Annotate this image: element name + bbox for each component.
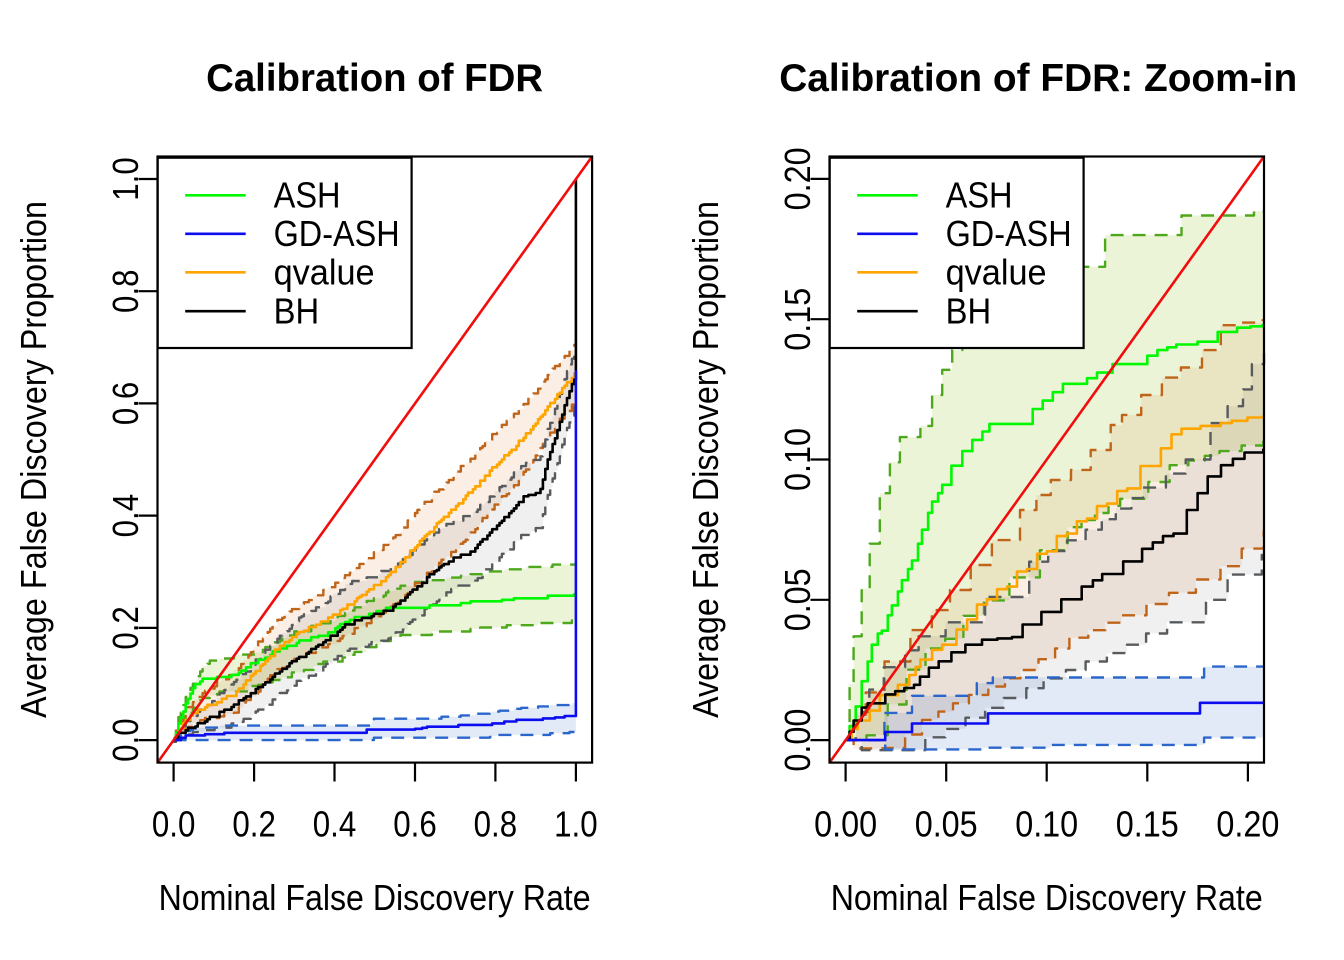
svg-text:0.4: 0.4: [105, 494, 146, 538]
svg-text:1.0: 1.0: [554, 803, 598, 844]
svg-text:GD-ASH: GD-ASH: [946, 213, 1072, 254]
svg-text:Calibration of FDR: Zoom-in: Calibration of FDR: Zoom-in: [779, 57, 1297, 100]
svg-text:Nominal False Discovery Rate: Nominal False Discovery Rate: [159, 877, 591, 918]
svg-text:0.20: 0.20: [777, 147, 818, 210]
svg-text:qvalue: qvalue: [274, 252, 375, 293]
svg-text:0.20: 0.20: [1216, 803, 1279, 844]
svg-text:ASH: ASH: [274, 175, 341, 216]
svg-text:0.15: 0.15: [777, 288, 818, 351]
svg-text:0.0: 0.0: [152, 803, 196, 844]
svg-text:0.8: 0.8: [105, 269, 146, 313]
svg-text:0.6: 0.6: [105, 382, 146, 426]
svg-text:Calibration of FDR: Calibration of FDR: [206, 57, 543, 100]
svg-text:0.2: 0.2: [232, 803, 276, 844]
svg-text:0.8: 0.8: [474, 803, 518, 844]
svg-text:Average False Discovery Propor: Average False Discovery Proportion: [13, 201, 54, 718]
svg-text:0.10: 0.10: [1015, 803, 1078, 844]
svg-text:0.10: 0.10: [777, 428, 818, 491]
svg-text:0.15: 0.15: [1116, 803, 1179, 844]
svg-text:0.2: 0.2: [105, 606, 146, 650]
svg-text:Nominal False Discovery Rate: Nominal False Discovery Rate: [831, 877, 1263, 918]
svg-text:ASH: ASH: [946, 175, 1013, 216]
svg-text:0.4: 0.4: [313, 803, 357, 844]
svg-text:qvalue: qvalue: [946, 252, 1047, 293]
svg-text:Average False Discovery Propor: Average False Discovery Proportion: [685, 201, 726, 718]
svg-text:BH: BH: [946, 290, 992, 331]
svg-text:0.6: 0.6: [393, 803, 437, 844]
svg-text:0.05: 0.05: [915, 803, 978, 844]
svg-text:GD-ASH: GD-ASH: [274, 213, 400, 254]
svg-text:0.05: 0.05: [777, 568, 818, 631]
svg-text:1.0: 1.0: [105, 157, 146, 201]
svg-text:0.0: 0.0: [105, 718, 146, 762]
svg-text:0.00: 0.00: [814, 803, 877, 844]
svg-text:BH: BH: [274, 290, 320, 331]
svg-text:0.00: 0.00: [777, 709, 818, 772]
